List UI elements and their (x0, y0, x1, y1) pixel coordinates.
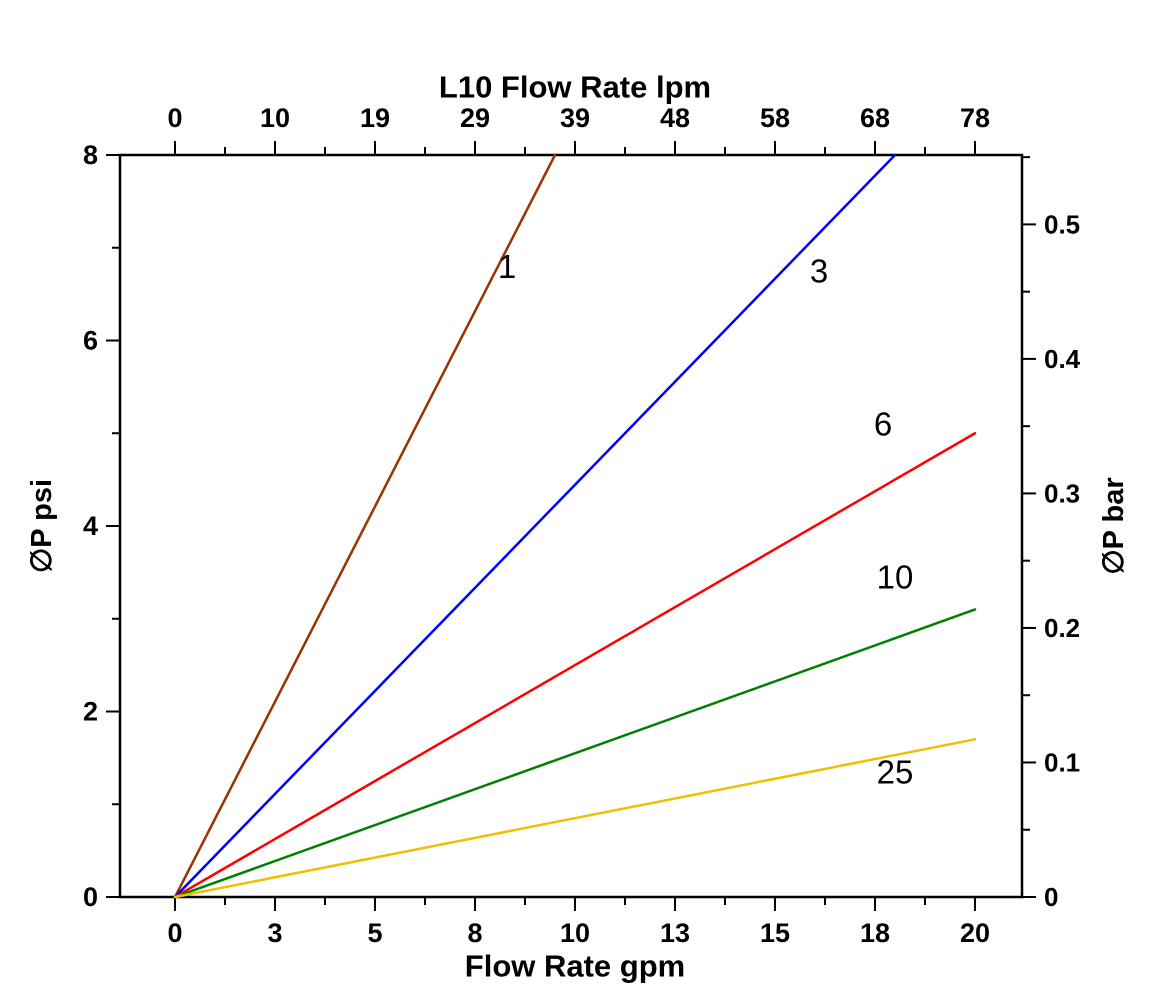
right-axis-tick-label: 0.3 (1044, 478, 1080, 508)
series-line-25 (173, 738, 977, 899)
top-axis-tick-label: 0 (167, 103, 182, 133)
right-axis-tick-label: 0.2 (1044, 613, 1080, 643)
series-line-10 (173, 608, 977, 899)
right-axis-tick-label: 0.5 (1044, 209, 1080, 239)
series-line-1 (173, 153, 557, 899)
right-axis-tick-label: 0 (1044, 882, 1058, 912)
right-axis-tick-label: 0.4 (1044, 344, 1081, 374)
bottom-axis-tick-label: 0 (167, 918, 182, 948)
bottom-axis-tick-label: 15 (760, 918, 790, 948)
left-axis-tick-label: 4 (83, 511, 98, 541)
bottom-axis-tick-label: 18 (860, 918, 890, 948)
series-label-6: 6 (874, 405, 892, 442)
top-axis-tick-label: 29 (460, 103, 490, 133)
top-axis-title: L10 Flow Rate lpm (439, 70, 711, 105)
right-axis-tick-label: 0.1 (1044, 747, 1080, 777)
bottom-axis-tick-label: 20 (960, 918, 990, 948)
series-label-3: 3 (810, 252, 828, 289)
plot-border (118, 153, 1024, 899)
top-axis-tick-label: 19 (360, 103, 390, 133)
series-label-1: 1 (498, 248, 516, 285)
top-axis-tick-label: 68 (860, 103, 890, 133)
series-label-25: 25 (877, 753, 914, 790)
bottom-axis-tick-label: 3 (267, 918, 282, 948)
bottom-axis-title: Flow Rate gpm (465, 949, 685, 984)
top-axis-tick-label: 58 (760, 103, 790, 133)
left-axis-tick-label: 0 (83, 882, 98, 912)
series-line-6 (173, 432, 977, 899)
left-axis-tick-label: 6 (83, 326, 98, 356)
bottom-axis-tick-label: 8 (467, 918, 482, 948)
left-axis-title: ∅P psi (26, 479, 58, 573)
series-line-3 (173, 153, 897, 899)
top-axis-tick-label: 39 (560, 103, 590, 133)
left-axis-tick-label: 2 (83, 697, 98, 727)
bottom-axis-tick-label: 5 (367, 918, 382, 948)
top-axis-tick-label: 78 (960, 103, 990, 133)
top-axis-tick-label: 48 (660, 103, 690, 133)
left-axis-tick-label: 8 (83, 140, 98, 170)
bottom-axis-tick-label: 13 (660, 918, 690, 948)
right-axis-title: ∅P bar (1098, 477, 1130, 574)
bottom-axis-tick-label: 10 (560, 918, 590, 948)
top-axis-tick-label: 10 (260, 103, 290, 133)
series-label-10: 10 (877, 559, 914, 596)
